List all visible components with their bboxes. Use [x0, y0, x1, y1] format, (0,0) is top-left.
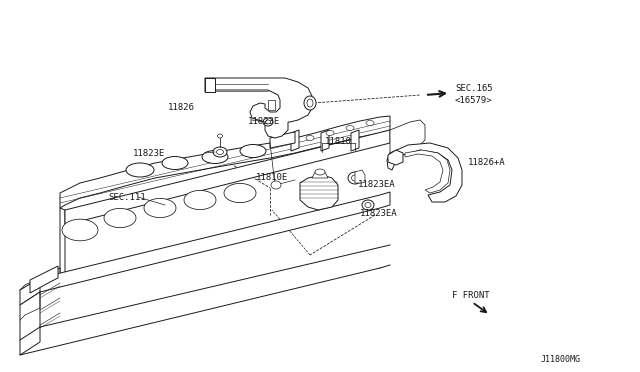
- Polygon shape: [30, 266, 58, 293]
- Text: 11826+A: 11826+A: [468, 157, 506, 167]
- Text: 11823EA: 11823EA: [358, 180, 396, 189]
- Ellipse shape: [304, 96, 316, 110]
- Polygon shape: [321, 130, 329, 151]
- Text: 11810: 11810: [325, 137, 352, 145]
- Ellipse shape: [216, 150, 223, 154]
- Ellipse shape: [62, 219, 98, 241]
- Polygon shape: [405, 150, 450, 193]
- Ellipse shape: [365, 202, 371, 208]
- Ellipse shape: [266, 120, 271, 124]
- Text: SEC.111: SEC.111: [108, 192, 146, 202]
- Ellipse shape: [144, 198, 176, 218]
- Ellipse shape: [263, 118, 273, 126]
- Text: 11823E: 11823E: [132, 148, 165, 157]
- Ellipse shape: [162, 157, 188, 170]
- Ellipse shape: [351, 175, 358, 181]
- Ellipse shape: [271, 181, 281, 189]
- Ellipse shape: [346, 125, 354, 131]
- Polygon shape: [20, 292, 40, 355]
- Ellipse shape: [184, 190, 216, 209]
- Polygon shape: [205, 78, 215, 92]
- Ellipse shape: [240, 144, 266, 157]
- Ellipse shape: [326, 131, 334, 135]
- Polygon shape: [205, 78, 312, 138]
- Text: F FRONT: F FRONT: [452, 292, 490, 301]
- Polygon shape: [291, 130, 299, 151]
- Text: SEC.165: SEC.165: [455, 83, 493, 93]
- Polygon shape: [300, 175, 338, 210]
- Ellipse shape: [362, 200, 374, 210]
- Polygon shape: [312, 172, 328, 178]
- Ellipse shape: [224, 183, 256, 203]
- Ellipse shape: [104, 208, 136, 228]
- Text: 11810E: 11810E: [256, 173, 288, 182]
- Ellipse shape: [202, 151, 228, 164]
- Polygon shape: [40, 192, 390, 292]
- Polygon shape: [351, 130, 359, 151]
- Ellipse shape: [306, 135, 314, 141]
- Text: <16579>: <16579>: [455, 96, 493, 105]
- Polygon shape: [387, 143, 462, 202]
- Ellipse shape: [307, 99, 313, 107]
- Text: 11826: 11826: [168, 103, 195, 112]
- Ellipse shape: [348, 172, 362, 184]
- Ellipse shape: [315, 169, 325, 175]
- Text: J11800MG: J11800MG: [541, 356, 581, 365]
- Text: 11823EA: 11823EA: [360, 208, 397, 218]
- Polygon shape: [60, 116, 390, 208]
- Polygon shape: [390, 120, 425, 155]
- Polygon shape: [65, 130, 390, 225]
- Ellipse shape: [366, 121, 374, 125]
- Ellipse shape: [213, 147, 227, 157]
- Polygon shape: [270, 132, 295, 148]
- Polygon shape: [60, 208, 65, 280]
- Polygon shape: [268, 100, 275, 110]
- Ellipse shape: [126, 163, 154, 177]
- Text: 11823E: 11823E: [248, 116, 280, 125]
- Polygon shape: [20, 268, 60, 305]
- Polygon shape: [355, 170, 365, 183]
- Polygon shape: [388, 150, 403, 165]
- Ellipse shape: [218, 134, 223, 138]
